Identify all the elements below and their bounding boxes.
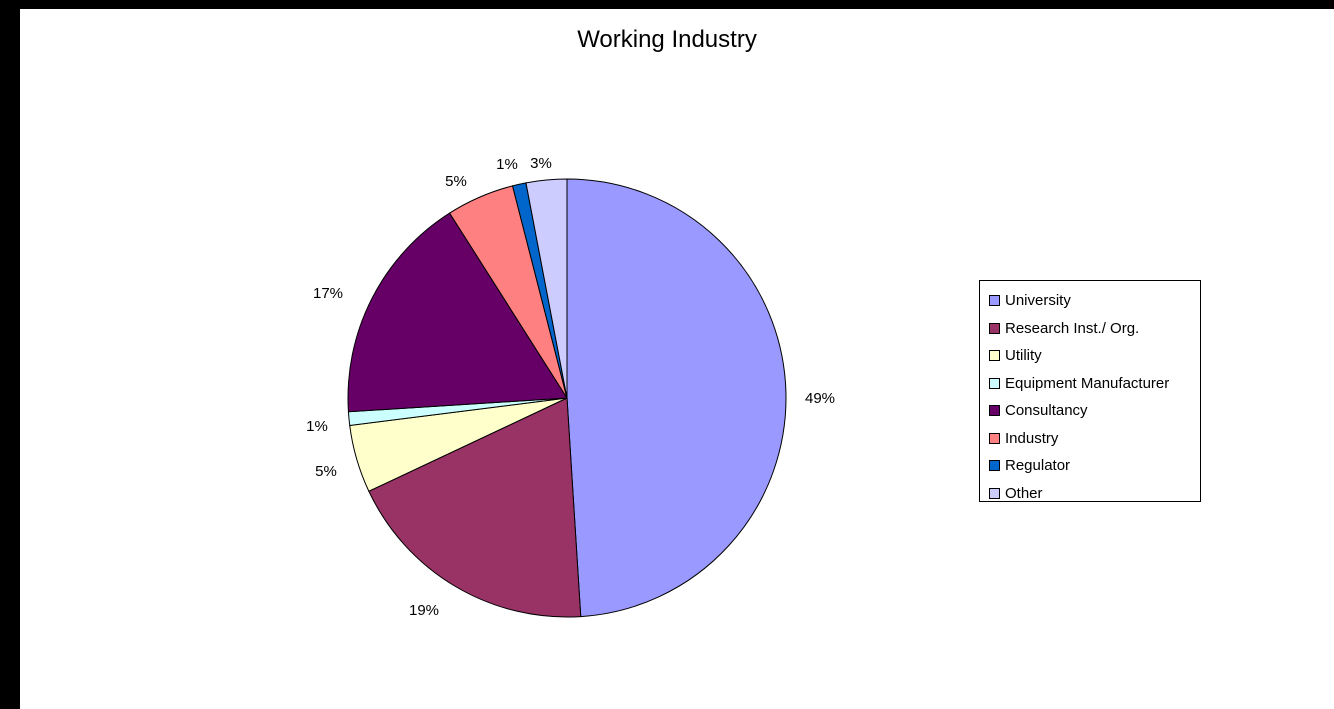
legend-item: University (980, 287, 1200, 315)
legend-swatch (989, 432, 1000, 444)
pie-slice-research-inst-org (368, 397, 582, 618)
pie-slice-consultancy (347, 212, 568, 413)
data-label: 3% (530, 155, 552, 172)
chart-title: Working Industry (577, 26, 757, 53)
pie-slice-university (566, 178, 787, 618)
legend-label: Other (1005, 484, 1043, 502)
legend-item: Utility (980, 342, 1200, 370)
legend-swatch (989, 350, 1000, 362)
legend: University Research Inst./ Org. Utility Equ… (979, 280, 1201, 502)
data-label: 19% (409, 602, 439, 619)
legend-label: Regulator (1005, 457, 1071, 475)
legend-label: Utility (1005, 347, 1042, 365)
legend-label: Research Inst./ Org. (1005, 319, 1140, 337)
data-label: 1% (496, 156, 518, 173)
pie-slice-other (525, 178, 568, 399)
legend-swatch (989, 322, 1000, 334)
legend-item: Regulator (980, 452, 1200, 480)
legend-swatch (989, 487, 1000, 499)
legend-label: Equipment Manufacturer (1005, 374, 1170, 392)
legend-label: Consultancy (1005, 402, 1088, 420)
legend-item: Research Inst./ Org. (980, 315, 1200, 343)
legend-label: University (1005, 292, 1071, 310)
legend-label: Industry (1005, 429, 1059, 447)
data-label: 5% (315, 463, 337, 480)
legend-swatch (989, 460, 1000, 472)
legend-swatch (989, 405, 1000, 417)
legend-swatch (989, 377, 1000, 389)
data-label: 49% (805, 390, 835, 407)
legend-item: Consultancy (980, 397, 1200, 425)
legend-item: Other (980, 480, 1200, 508)
legend-item: Industry (980, 425, 1200, 453)
data-label: 1% (306, 418, 328, 435)
legend-swatch (989, 295, 1000, 307)
data-label: 5% (445, 173, 467, 190)
legend-item: Equipment Manufacturer (980, 370, 1200, 398)
data-label: 17% (313, 285, 343, 302)
